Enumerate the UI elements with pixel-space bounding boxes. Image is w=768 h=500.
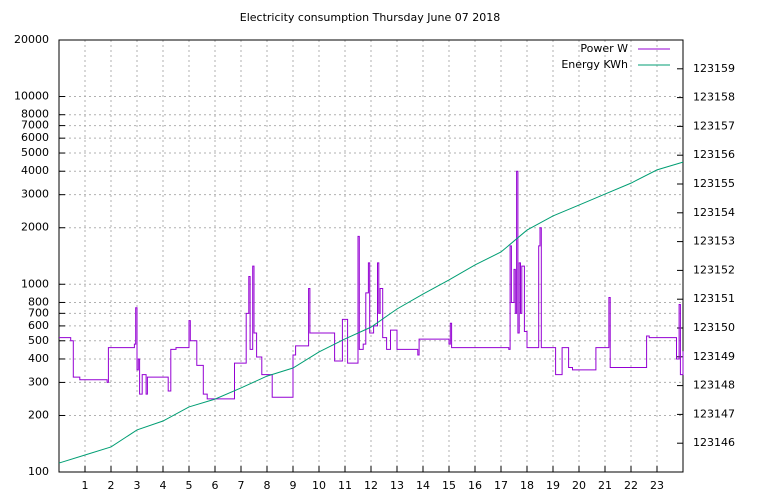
x-tick-label: 14 xyxy=(416,479,430,492)
y-tick-label: 6000 xyxy=(21,131,49,144)
plot-frame xyxy=(58,39,684,473)
y-tick-label: 5000 xyxy=(21,146,49,159)
legend-label: Power W xyxy=(580,42,628,55)
y2-tick-label: 123158 xyxy=(693,91,735,104)
x-tick-label: 23 xyxy=(650,479,664,492)
y2-tick-label: 123151 xyxy=(693,292,735,305)
y2-tick-label: 123152 xyxy=(693,263,735,276)
x-tick-label: 6 xyxy=(212,479,219,492)
y-tick-label: 300 xyxy=(28,375,49,388)
x-tick-label: 17 xyxy=(494,479,508,492)
x-tick-label: 19 xyxy=(546,479,560,492)
legend-label: Energy KWh xyxy=(561,58,628,71)
y2-tick-label: 123155 xyxy=(693,177,735,190)
y2-tick-label: 123150 xyxy=(693,321,735,334)
y2-tick-label: 123148 xyxy=(693,379,735,392)
x-tick-label: 9 xyxy=(290,479,297,492)
x-tick-label: 7 xyxy=(238,479,245,492)
x-tick-label: 12 xyxy=(364,479,378,492)
y2-tick-label: 123153 xyxy=(693,235,735,248)
y2-tick-label: 123149 xyxy=(693,350,735,363)
x-tick-label: 3 xyxy=(134,479,141,492)
y2-tick-label: 123156 xyxy=(693,148,735,161)
y-tick-label: 200 xyxy=(28,408,49,421)
x-tick-label: 5 xyxy=(186,479,193,492)
y-tick-label: 400 xyxy=(28,352,49,365)
x-tick-label: 20 xyxy=(572,479,586,492)
chart-title: Electricity consumption Thursday June 07… xyxy=(240,11,500,24)
y-tick-label: 700 xyxy=(28,306,49,319)
y-tick-label: 4000 xyxy=(21,164,49,177)
x-tick-label: 16 xyxy=(468,479,482,492)
x-tick-label: 22 xyxy=(624,479,638,492)
y2-tick-label: 123154 xyxy=(693,206,735,219)
x-tick-label: 8 xyxy=(264,479,271,492)
y-tick-label: 600 xyxy=(28,319,49,332)
series-line xyxy=(58,161,684,464)
y-tick-label: 800 xyxy=(28,295,49,308)
y2-tick-label: 123157 xyxy=(693,119,735,132)
x-tick-label: 11 xyxy=(338,479,352,492)
x-tick-label: 21 xyxy=(598,479,612,492)
y2-tick-label: 123159 xyxy=(693,62,735,75)
y2-tick-label: 123147 xyxy=(693,407,735,420)
y-tick-label: 2000 xyxy=(21,221,49,234)
x-tick-label: 1 xyxy=(82,479,89,492)
series-line xyxy=(59,170,684,400)
y-tick-label: 500 xyxy=(28,334,49,347)
x-tick-label: 10 xyxy=(312,479,326,492)
x-tick-label: 18 xyxy=(520,479,534,492)
y2-tick-label: 123146 xyxy=(693,436,735,449)
y-tick-label: 1000 xyxy=(21,277,49,290)
y-tick-label: 8000 xyxy=(21,108,49,121)
y-tick-label: 3000 xyxy=(21,188,49,201)
x-tick-label: 2 xyxy=(108,479,115,492)
x-tick-label: 15 xyxy=(442,479,456,492)
y-tick-label: 7000 xyxy=(21,119,49,132)
y-tick-label: 10000 xyxy=(14,90,49,103)
x-tick-label: 13 xyxy=(390,479,404,492)
y-tick-label: 20000 xyxy=(14,33,49,46)
y-tick-label: 100 xyxy=(28,465,49,478)
x-tick-label: 4 xyxy=(160,479,167,492)
